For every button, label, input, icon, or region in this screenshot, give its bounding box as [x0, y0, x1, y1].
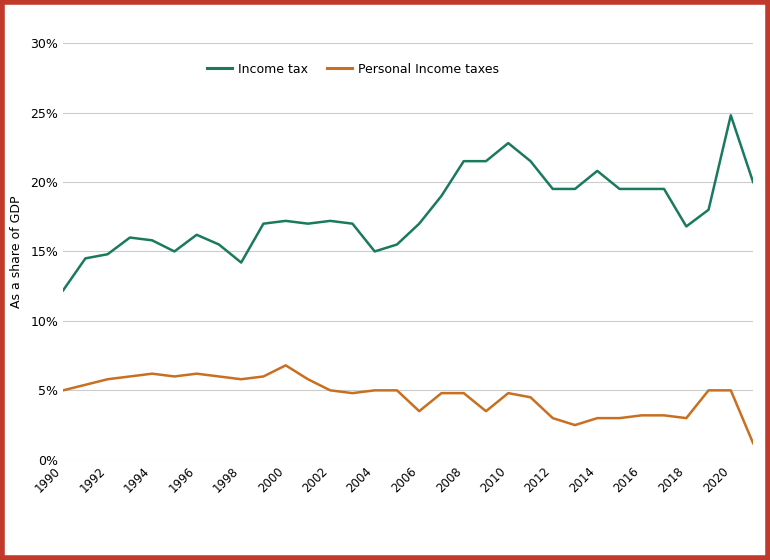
Text: Exhibit 8 - Share of Income taxes in Sri Lanka: Exhibit 8 - Share of Income taxes in Sri…	[8, 9, 383, 24]
Text: *Income tax includes corporate tax and personal income tax: *Income tax includes corporate tax and p…	[9, 533, 435, 545]
Text: Source: IMF: Source: IMF	[9, 500, 92, 512]
Y-axis label: As a share of GDP: As a share of GDP	[11, 195, 23, 307]
Legend: Income tax, Personal Income taxes: Income tax, Personal Income taxes	[202, 58, 504, 81]
